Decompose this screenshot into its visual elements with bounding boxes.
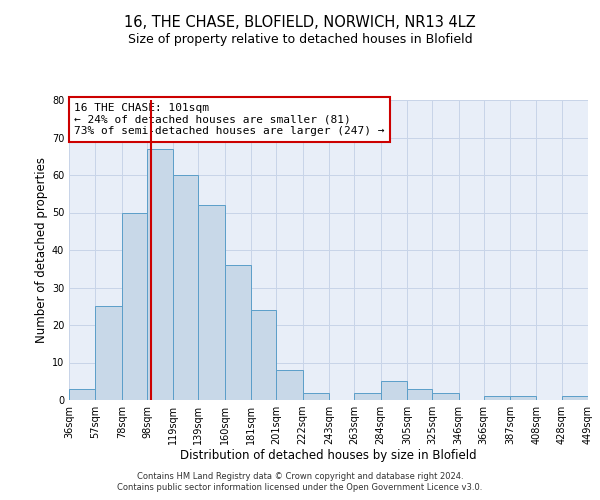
- Bar: [199, 205, 225, 400]
- Bar: [122, 212, 147, 400]
- Text: 16, THE CHASE, BLOFIELD, NORWICH, NR13 4LZ: 16, THE CHASE, BLOFIELD, NORWICH, NR13 4…: [124, 15, 476, 30]
- Bar: [380, 381, 407, 400]
- Bar: [251, 310, 277, 400]
- Text: 16 THE CHASE: 101sqm
← 24% of detached houses are smaller (81)
73% of semi-detac: 16 THE CHASE: 101sqm ← 24% of detached h…: [74, 103, 385, 136]
- Bar: [484, 396, 510, 400]
- Bar: [407, 389, 432, 400]
- X-axis label: Distribution of detached houses by size in Blofield: Distribution of detached houses by size …: [180, 448, 477, 462]
- Bar: [147, 149, 173, 400]
- Bar: [173, 175, 199, 400]
- Bar: [432, 392, 458, 400]
- Bar: [354, 392, 380, 400]
- Bar: [69, 389, 95, 400]
- Text: Contains HM Land Registry data © Crown copyright and database right 2024.: Contains HM Land Registry data © Crown c…: [137, 472, 463, 481]
- Text: Size of property relative to detached houses in Blofield: Size of property relative to detached ho…: [128, 32, 472, 46]
- Bar: [277, 370, 303, 400]
- Bar: [225, 265, 251, 400]
- Bar: [510, 396, 536, 400]
- Text: Contains public sector information licensed under the Open Government Licence v3: Contains public sector information licen…: [118, 483, 482, 492]
- Bar: [303, 392, 329, 400]
- Bar: [562, 396, 588, 400]
- Bar: [95, 306, 122, 400]
- Y-axis label: Number of detached properties: Number of detached properties: [35, 157, 47, 343]
